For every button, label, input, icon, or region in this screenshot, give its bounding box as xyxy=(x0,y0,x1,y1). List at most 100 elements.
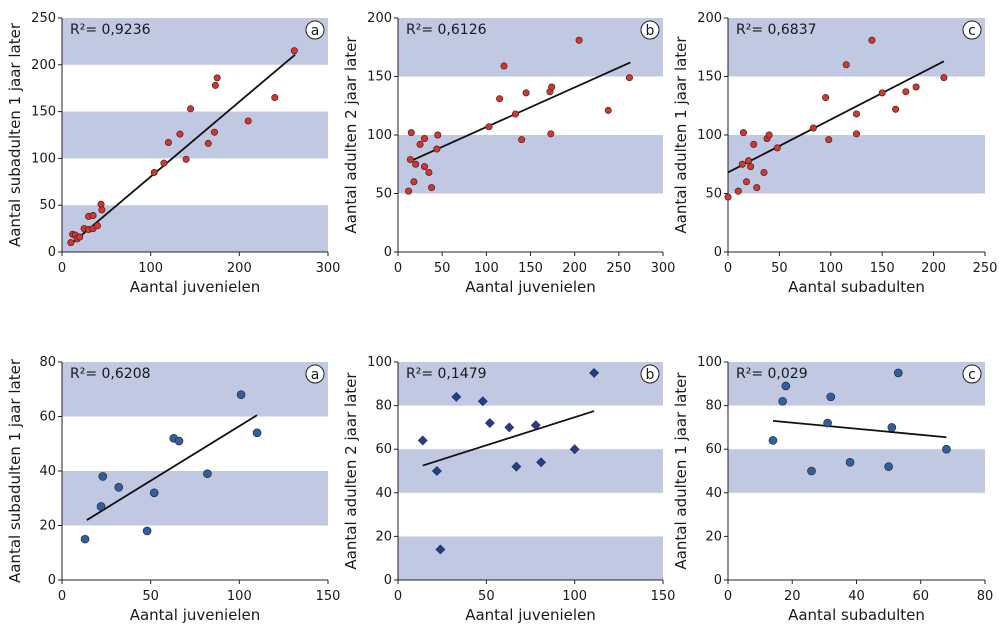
x-tick-label: 250 xyxy=(973,261,998,276)
data-point xyxy=(604,106,612,114)
data-point xyxy=(149,488,159,498)
y-tick-label: 100 xyxy=(367,128,392,143)
data-point xyxy=(236,390,246,400)
data-point xyxy=(768,436,778,445)
data-point xyxy=(522,89,530,97)
data-point xyxy=(942,444,951,454)
shaded-band xyxy=(398,449,663,493)
data-point xyxy=(518,136,526,144)
y-tick-label: 200 xyxy=(31,58,56,73)
x-tick-label: 80 xyxy=(977,589,994,604)
r-squared-label: R²= 0,029 xyxy=(736,366,808,382)
data-point xyxy=(724,193,732,201)
x-tick-label: 0 xyxy=(58,589,66,604)
y-tick-label: 100 xyxy=(367,355,392,370)
trend-line xyxy=(772,419,947,439)
y-tick-label: 60 xyxy=(705,442,722,457)
x-tick-label: 250 xyxy=(606,261,631,276)
x-tick-label: 200 xyxy=(227,261,252,276)
x-tick-label: 0 xyxy=(724,261,732,276)
y-tick-label: 0 xyxy=(714,573,722,588)
data-point xyxy=(569,444,580,455)
data-point xyxy=(76,233,84,241)
data-point xyxy=(412,160,420,168)
data-point xyxy=(150,168,158,176)
y-tick-label: 0 xyxy=(384,573,392,588)
x-tick-label: 60 xyxy=(912,589,929,604)
data-point xyxy=(852,110,860,118)
y-tick-label: 50 xyxy=(705,187,722,202)
data-point xyxy=(484,418,495,428)
x-tick-label: 100 xyxy=(474,261,499,276)
data-point xyxy=(743,178,751,186)
data-point xyxy=(431,466,442,476)
x-tick-label: 150 xyxy=(518,261,543,276)
shaded-band xyxy=(62,471,328,526)
r-squared-label: R²= 0,6126 xyxy=(406,22,487,38)
data-point xyxy=(204,139,212,147)
data-point xyxy=(80,534,90,544)
trend-line xyxy=(408,61,631,163)
data-point xyxy=(511,461,522,472)
y-axis-label: Aantal adulten 2 jaar later xyxy=(342,36,360,234)
data-point xyxy=(500,62,508,70)
y-tick-label: 200 xyxy=(697,11,722,26)
x-tick-label: 300 xyxy=(316,261,341,276)
panel-badge-letter: c xyxy=(968,23,976,39)
data-point xyxy=(778,396,787,406)
r-squared-label: R²= 0,1479 xyxy=(406,366,487,382)
shaded-band xyxy=(62,111,328,159)
data-point xyxy=(745,157,753,165)
x-axis-label: Aantal juvenielen xyxy=(130,606,261,624)
y-tick-label: 150 xyxy=(31,105,56,120)
data-point xyxy=(765,131,773,139)
y-tick-label: 150 xyxy=(697,70,722,85)
y-tick-label: 0 xyxy=(48,245,56,260)
data-point xyxy=(589,367,600,378)
data-point xyxy=(760,168,768,176)
data-point xyxy=(182,155,190,163)
data-point xyxy=(893,368,903,378)
x-tick-label: 0 xyxy=(394,261,402,276)
x-tick-label: 200 xyxy=(921,261,946,276)
y-tick-label: 250 xyxy=(31,11,56,26)
r-squared-label: R²= 0,6837 xyxy=(736,22,817,38)
shaded-band xyxy=(728,135,985,194)
data-point xyxy=(575,36,583,44)
y-tick-label: 50 xyxy=(375,187,392,202)
data-point xyxy=(625,74,633,82)
trend-line xyxy=(422,410,595,467)
y-tick-label: 20 xyxy=(375,529,392,544)
data-point xyxy=(878,89,886,97)
x-tick-label: 50 xyxy=(434,261,451,276)
data-point xyxy=(93,222,101,230)
x-tick-label: 0 xyxy=(58,261,66,276)
trend-line xyxy=(72,53,296,244)
shaded-band xyxy=(728,362,985,406)
y-axis-label: Aantal adulten 2 jaar later xyxy=(342,372,360,570)
data-point xyxy=(868,36,876,44)
x-axis-label: Aantal subadulten xyxy=(788,606,925,624)
y-tick-label: 20 xyxy=(39,519,56,534)
x-tick-label: 150 xyxy=(316,589,341,604)
data-point xyxy=(435,544,446,555)
r-squared-label: R²= 0,6208 xyxy=(70,366,151,382)
data-point xyxy=(211,128,219,136)
y-tick-label: 20 xyxy=(705,529,722,544)
data-point xyxy=(823,418,832,428)
data-point xyxy=(211,81,219,89)
y-tick-label: 40 xyxy=(39,464,56,479)
data-point xyxy=(477,396,488,407)
x-axis-label: Aantal juvenielen xyxy=(465,278,596,296)
data-point xyxy=(98,472,108,481)
trend-line xyxy=(727,60,945,174)
y-tick-label: 40 xyxy=(375,486,392,501)
data-point xyxy=(420,163,428,171)
panel-badge-circle xyxy=(305,20,325,40)
data-point xyxy=(809,124,817,132)
panel-badge-letter: a xyxy=(311,367,320,383)
x-tick-label: 200 xyxy=(562,261,587,276)
shaded-band xyxy=(62,362,328,417)
data-point xyxy=(536,457,547,468)
x-tick-label: 20 xyxy=(784,589,801,604)
